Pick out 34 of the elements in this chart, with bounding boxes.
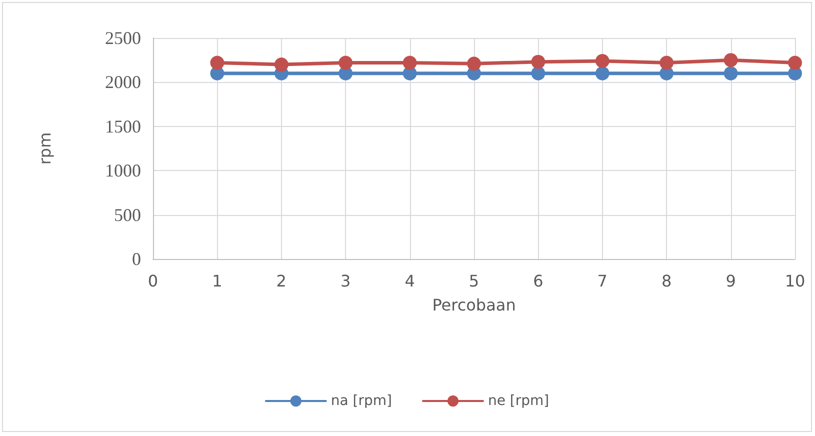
x-tick-label: 8: [662, 272, 672, 290]
point: [531, 66, 546, 80]
point: [210, 56, 224, 70]
point: [595, 54, 610, 68]
point: [338, 56, 353, 70]
point: [531, 54, 546, 69]
x-tick-label: 2: [276, 272, 286, 290]
y-tick-label: 1500: [105, 116, 141, 136]
y-tick-label: 2500: [105, 28, 141, 48]
x-tick-label: 9: [726, 272, 736, 290]
point: [788, 56, 802, 70]
point: [660, 56, 674, 70]
x-tick-label: 6: [533, 272, 544, 290]
x-tick-label: 10: [784, 272, 806, 290]
legend-label: ne [rpm]: [488, 393, 550, 409]
x-tick-label: 5: [468, 272, 480, 290]
x-tick-label: 4: [404, 272, 415, 290]
point: [724, 53, 738, 68]
x-tick-label: 0: [148, 272, 158, 290]
y-tick-label: 0: [132, 249, 141, 269]
point: [467, 56, 481, 71]
y-tick-label: 2000: [105, 72, 141, 92]
x-tick-label: 1: [212, 272, 222, 290]
x-axis-title: Percobaan: [432, 296, 516, 314]
point: [595, 66, 610, 80]
x-tick-label: 7: [597, 272, 608, 290]
point: [274, 58, 288, 72]
y-axis-title: rpm: [36, 132, 54, 165]
y-tick-label: 1000: [105, 160, 141, 181]
x-tick-label: 3: [340, 272, 351, 290]
point: [402, 56, 417, 70]
legend-label: na [rpm]: [330, 393, 392, 409]
y-tick-label: 500: [114, 204, 141, 225]
point: [724, 66, 738, 80]
